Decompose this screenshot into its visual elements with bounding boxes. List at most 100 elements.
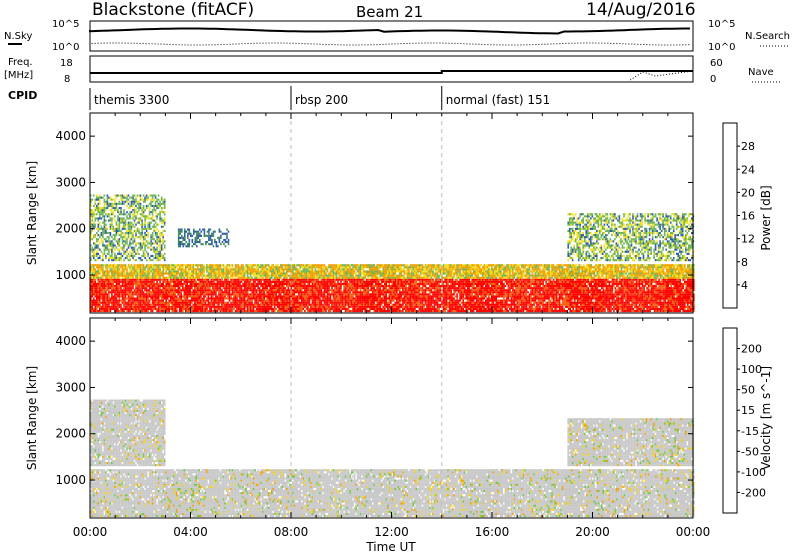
echo-cell: [309, 302, 311, 304]
echo-cell: [398, 283, 400, 285]
echo-cell: [96, 264, 98, 266]
echo-cell: [162, 287, 164, 289]
echo-cell: [318, 264, 320, 266]
echo-cell: [420, 289, 422, 291]
echo-cell: [229, 281, 231, 283]
echo-cell: [425, 264, 427, 266]
echo-cell: [413, 283, 415, 285]
echo-cell: [419, 291, 421, 293]
echo-cell: [395, 306, 397, 308]
echo-cell: [105, 273, 107, 275]
echo-cell: [220, 281, 222, 283]
echo-cell: [381, 266, 383, 268]
echo-cell: [304, 295, 306, 297]
echo-cell: [191, 268, 193, 270]
echo-cell: [389, 270, 391, 272]
echo-cell: [298, 291, 300, 293]
echo-cell: [383, 308, 385, 310]
echo-cell: [334, 279, 336, 281]
echo-cell: [325, 291, 327, 293]
echo-cell: [422, 306, 424, 308]
echo-cell: [185, 287, 187, 289]
echo-cell: [343, 266, 345, 268]
echo-cell: [277, 289, 279, 291]
echo-cell: [334, 270, 336, 272]
echo-cell: [224, 268, 226, 270]
echo-cell: [170, 306, 172, 308]
echo-cell: [150, 266, 152, 268]
echo-cell: [125, 287, 127, 289]
echo-cell: [137, 275, 139, 277]
echo-cell: [99, 266, 101, 268]
echo-cell: [129, 304, 131, 306]
echo-cell: [392, 275, 394, 277]
echo-cell: [422, 304, 424, 306]
echo-cell: [417, 283, 419, 285]
echo-cell: [135, 279, 137, 281]
echo-cell: [251, 264, 253, 266]
echo-cell: [429, 285, 431, 287]
echo-cell: [355, 268, 357, 270]
echo-cell: [309, 293, 311, 295]
echo-cell: [190, 295, 192, 297]
echo-cell: [101, 287, 103, 289]
echo-cell: [191, 266, 193, 268]
echo-cell: [155, 300, 157, 302]
echo-cell: [383, 298, 385, 300]
echo-cell: [92, 281, 94, 283]
echo-cell: [227, 295, 229, 297]
echo-cell: [185, 279, 187, 281]
echo-cell: [295, 302, 297, 304]
echo-cell: [346, 302, 348, 304]
echo-cell: [263, 283, 265, 285]
echo-cell: [235, 293, 237, 295]
echo-cell: [187, 264, 189, 266]
echo-cell: [327, 283, 329, 285]
echo-cell: [343, 295, 345, 297]
echo-cell: [92, 270, 94, 272]
echo-cell: [325, 289, 327, 291]
echo-cell: [327, 302, 329, 304]
echo-cell: [269, 291, 271, 293]
echo-cell: [147, 264, 149, 266]
echo-cell: [375, 300, 377, 302]
echo-cell: [363, 291, 365, 293]
echo-cell: [125, 275, 127, 277]
echo-cell: [342, 279, 344, 281]
echo-cell: [307, 273, 309, 275]
echo-cell: [316, 285, 318, 287]
echo-cell: [361, 302, 363, 304]
echo-cell: [395, 268, 397, 270]
echo-cell: [363, 264, 365, 266]
echo-cell: [150, 306, 152, 308]
echo-cell: [321, 275, 323, 277]
echo-cell: [413, 264, 415, 266]
echo-cell: [215, 283, 217, 285]
echo-cell: [104, 270, 106, 272]
echo-cell: [206, 283, 208, 285]
echo-cell: [346, 273, 348, 275]
echo-cell: [250, 275, 252, 277]
echo-cell: [152, 283, 154, 285]
echo-cell: [223, 266, 225, 268]
echo-cell: [227, 281, 229, 283]
echo-cell: [401, 287, 403, 289]
echo-cell: [114, 289, 116, 291]
echo-cell: [312, 304, 314, 306]
echo-cell: [334, 293, 336, 295]
echo-cell: [336, 270, 338, 272]
echo-cell: [316, 293, 318, 295]
echo-cell: [174, 304, 176, 306]
echo-cell: [170, 302, 172, 304]
echo-cell: [200, 281, 202, 283]
echo-cell: [330, 275, 332, 277]
echo-cell: [419, 310, 421, 312]
echo-cell: [265, 306, 267, 308]
echo-cell: [420, 310, 422, 312]
echo-cell: [392, 281, 394, 283]
echo-cell: [324, 285, 326, 287]
echo-cell: [355, 273, 357, 275]
echo-cell: [194, 304, 196, 306]
echo-cell: [324, 293, 326, 295]
echo-cell: [336, 304, 338, 306]
